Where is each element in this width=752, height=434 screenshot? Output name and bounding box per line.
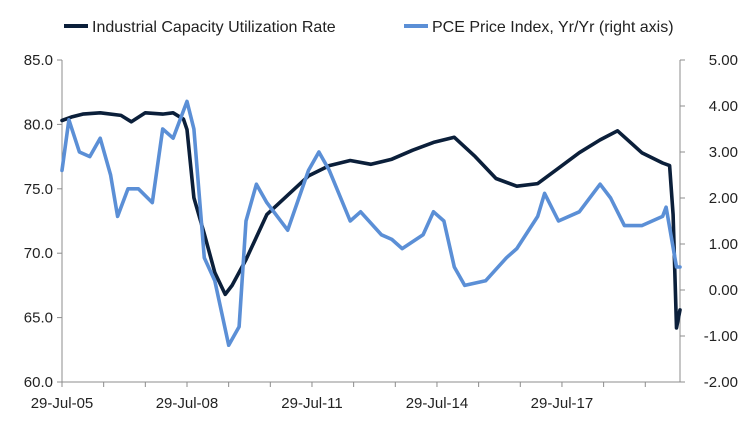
right-tick-label: 1.00 — [709, 236, 738, 253]
legend-label: PCE Price Index, Yr/Yr (right axis) — [432, 19, 674, 36]
right-tick-label: 5.00 — [709, 52, 738, 69]
x-tick-label: 29-Jul-11 — [281, 395, 342, 412]
series-group — [60, 99, 682, 347]
legend-label: Industrial Capacity Utilization Rate — [92, 19, 336, 36]
left-tick-label: 85.0 — [24, 52, 53, 69]
left-tick-label: 80.0 — [24, 116, 53, 133]
x-tick-label: 29-Jul-08 — [156, 395, 219, 412]
left-tick-label: 60.0 — [24, 374, 53, 391]
capacity-utilization-line — [60, 111, 682, 330]
x-tick-label: 29-Jul-05 — [31, 395, 94, 412]
right-tick-label: 3.00 — [709, 144, 738, 161]
left-tick-label: 75.0 — [24, 181, 53, 198]
left-tick-label: 65.0 — [24, 310, 53, 327]
right-tick-label: 2.00 — [709, 190, 738, 207]
right-tick-label: 0.00 — [709, 282, 738, 299]
right-tick-label: -1.00 — [704, 328, 738, 345]
axes: 60.0 65.0 70.0 75.0 80.0 85.0 -2.00 -1.00 0.00 1.… — [24, 52, 738, 412]
x-tick-label: 29-Jul-17 — [531, 395, 594, 412]
legend: Industrial Capacity Utilization Rate PCE … — [64, 19, 674, 36]
right-tick-label: -2.00 — [704, 374, 738, 391]
left-tick-label: 70.0 — [24, 245, 53, 262]
right-tick-label: 4.00 — [709, 98, 738, 115]
x-tick-label: 29-Jul-14 — [406, 395, 469, 412]
pce-price-index-line — [60, 99, 682, 347]
